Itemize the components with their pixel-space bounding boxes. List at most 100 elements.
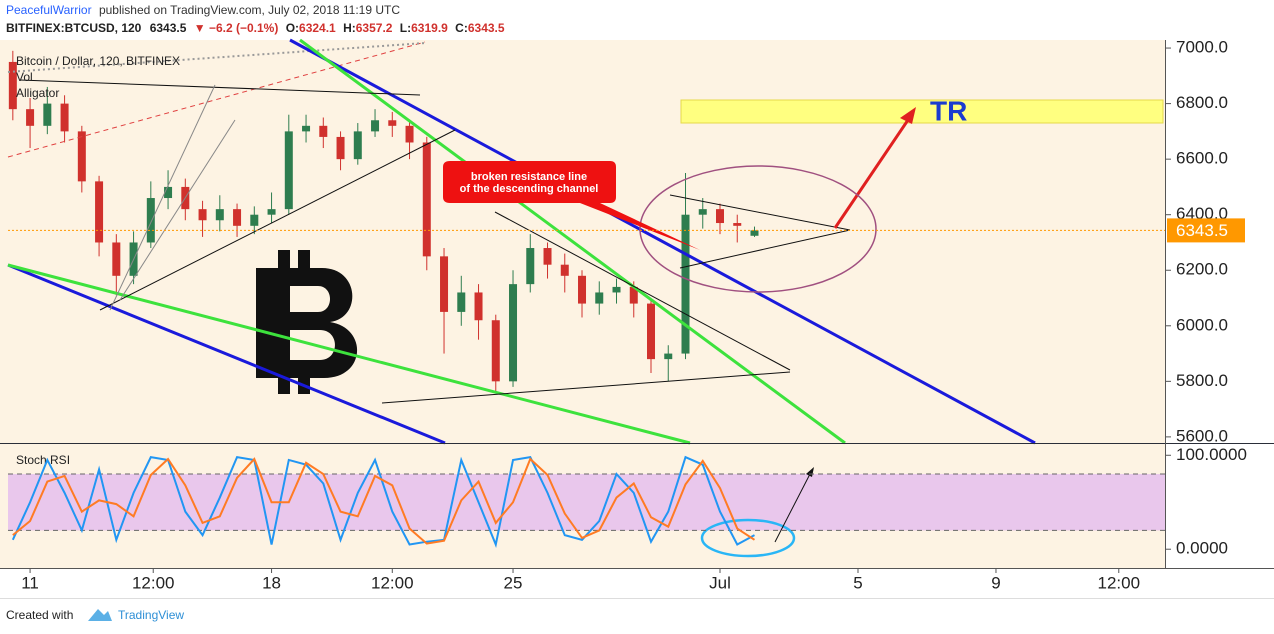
- y-tick-label: 6600.0: [1176, 149, 1228, 168]
- x-tick-label: 11: [21, 573, 39, 592]
- candle-body: [440, 256, 449, 312]
- last-price: 6343.5: [150, 21, 187, 35]
- ohlc-label: C:: [455, 21, 468, 35]
- header-line: PeacefulWarrior published on TradingView…: [6, 3, 400, 17]
- arrow: [833, 116, 912, 229]
- trend-line: [7, 263, 691, 445]
- candle-body: [750, 230, 759, 236]
- candle-body: [164, 186, 173, 199]
- author: PeacefulWarrior: [6, 3, 92, 17]
- last-price-label: 6343.5: [1176, 221, 1228, 240]
- panel-title: Stoch RSI: [16, 453, 70, 467]
- ohlc-value: 6357.2: [356, 21, 393, 35]
- candle-body: [560, 264, 569, 276]
- brand-logo: [88, 609, 112, 621]
- stoch-line: [11, 455, 755, 548]
- candle-body: [353, 131, 362, 160]
- candle-body: [612, 286, 621, 293]
- candle-body: [474, 292, 483, 321]
- x-tick-label: 9: [991, 573, 1000, 592]
- candle-body: [319, 125, 328, 137]
- candle-body: [26, 109, 35, 126]
- candle-body: [509, 284, 518, 382]
- candle-body: [491, 320, 500, 382]
- callout: [443, 161, 700, 250]
- candle-body: [284, 131, 293, 210]
- x-tick-label: 5: [853, 573, 862, 592]
- y-tick-label: 6200.0: [1176, 260, 1228, 279]
- callout-text: of the descending channel: [460, 183, 599, 195]
- candle-body: [43, 103, 52, 126]
- candle-body: [336, 136, 345, 160]
- last-price-box: [1167, 218, 1245, 243]
- candle-body: [302, 125, 311, 132]
- change: ▼ −6.2 (−0.1%): [194, 21, 279, 35]
- candle-body: [629, 286, 638, 304]
- footer-text: Created with: [6, 608, 73, 622]
- symbol: BITFINEX:BTCUSD, 120: [6, 21, 142, 35]
- candle-body: [250, 214, 259, 226]
- arrow: [774, 473, 811, 543]
- ellipse: [700, 518, 796, 558]
- y-tick-label: 5600.0: [1176, 426, 1228, 445]
- ohlc-label: H:: [343, 21, 356, 35]
- candle-body: [422, 142, 431, 257]
- candle-body: [716, 209, 724, 224]
- arrow-head: [900, 107, 916, 124]
- y-tick-label: 0.0000: [1176, 539, 1228, 558]
- candle-body: [578, 275, 587, 304]
- candle-body: [371, 120, 380, 132]
- y-tick-label: 5800.0: [1176, 371, 1228, 390]
- trend-line: [299, 38, 846, 445]
- bitcoin-logo: [256, 250, 358, 394]
- candle-body: [8, 61, 17, 110]
- candle-body: [405, 125, 414, 143]
- ohlc-value: 6319.9: [411, 21, 448, 35]
- stoch-line: [12, 457, 756, 545]
- callout-text: broken resistance line: [471, 171, 587, 183]
- brand[interactable]: TradingView: [118, 608, 184, 622]
- x-tick-label: 18: [262, 573, 281, 592]
- candle-body: [543, 248, 552, 265]
- candle-body: [457, 292, 466, 312]
- x-tick-label: 12:00: [371, 573, 414, 592]
- candle-body: [267, 209, 276, 215]
- candle-body: [112, 242, 121, 276]
- candle-body: [95, 181, 104, 243]
- x-tick-label: Jul: [709, 573, 731, 592]
- candle-body: [698, 209, 707, 215]
- annotations: TR broken resistance line of the descend…: [7, 38, 1164, 558]
- x-tick-label: 12:00: [1098, 573, 1141, 592]
- candle-body: [595, 292, 604, 304]
- y-tick-label: 6000.0: [1176, 315, 1228, 334]
- fan-lines: [109, 84, 236, 311]
- candle-body: [647, 303, 656, 360]
- y-tick-label: 6800.0: [1176, 93, 1228, 112]
- candle-body: [664, 353, 673, 360]
- indicator-label: Vol: [16, 70, 33, 84]
- candle-body: [77, 131, 86, 182]
- x-tick-label: 12:00: [132, 573, 175, 592]
- x-tick-label: 25: [504, 573, 523, 592]
- ohlc-label: L:: [400, 21, 411, 35]
- y-tick-label: 100.0000: [1176, 445, 1247, 464]
- ohlc-label: O:: [286, 21, 299, 35]
- channel-line: [7, 263, 446, 445]
- candle-body: [681, 214, 690, 354]
- candle-body: [215, 209, 224, 221]
- candle-body: [60, 103, 69, 132]
- target-zone: [680, 99, 1164, 124]
- published: published on TradingView.com, July 02, 2…: [99, 3, 400, 17]
- candle-body: [233, 209, 242, 226]
- candle-body: [733, 223, 742, 226]
- candle-body: [198, 209, 207, 221]
- target-label: TR: [930, 95, 967, 126]
- ellipse: [639, 165, 877, 293]
- symbol-line: BITFINEX:BTCUSD, 120 6343.5 ▼ −6.2 (−0.1…: [6, 21, 505, 35]
- trend-line: [7, 41, 426, 158]
- indicator-label: Alligator: [16, 86, 59, 100]
- y-tick-label: 7000.0: [1176, 38, 1228, 57]
- channel-line: [289, 38, 1036, 445]
- candle-body: [388, 120, 397, 126]
